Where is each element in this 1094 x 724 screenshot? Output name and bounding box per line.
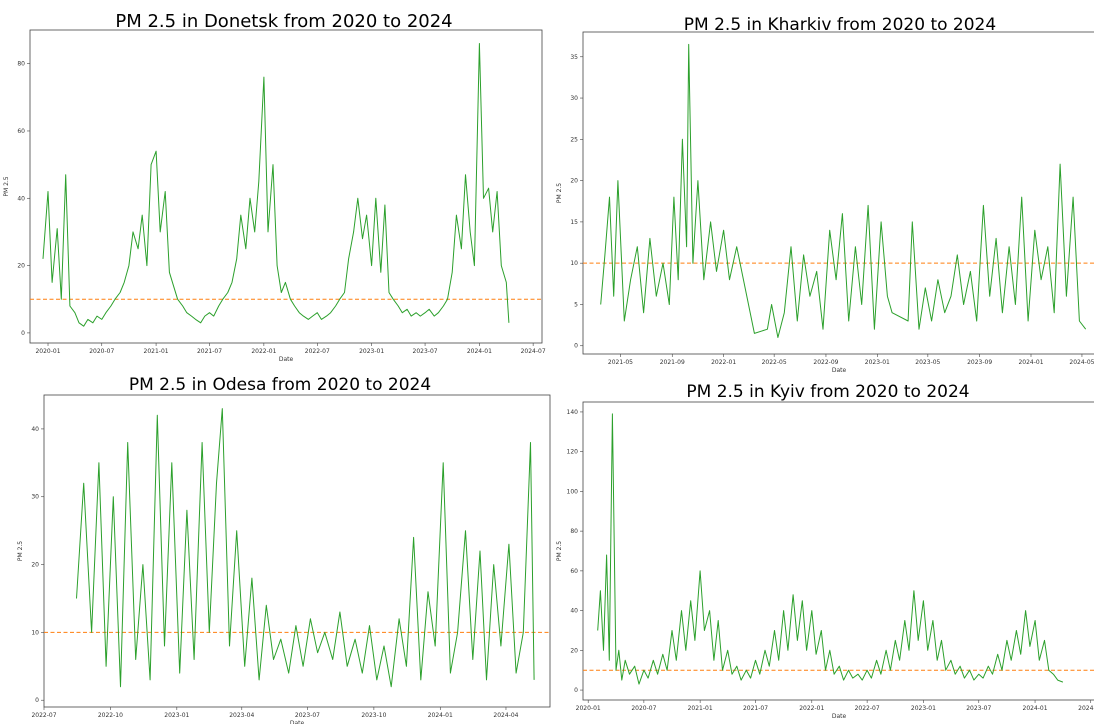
y-tick-label: 25 — [570, 136, 578, 143]
y-tick-label: 20 — [17, 263, 25, 270]
y-tick-label: 0 — [35, 697, 39, 704]
y-tick-label: 60 — [17, 128, 25, 135]
x-tick-label: 2024-04 — [493, 712, 518, 719]
x-tick-label: 2024-05 — [1069, 359, 1094, 366]
plot-frame — [582, 401, 1094, 701]
x-axis-label: Date — [832, 713, 847, 720]
pm25-series-line — [597, 413, 1064, 685]
y-tick-label: 100 — [567, 488, 579, 495]
chart-kharkiv: PM 2.5 in Kharkiv from 2020 to 2024 0 5 10 1… — [556, 15, 1094, 374]
y-tick-label: 20 — [570, 178, 578, 185]
chart-odesa: PM 2.5 in Odesa from 2020 to 2024 0 10 20 30… — [17, 375, 551, 724]
x-tick-label: 2023-09 — [967, 359, 992, 366]
x-tick-label: 2022-01 — [799, 705, 824, 712]
plot-frame — [29, 29, 543, 344]
x-tick-label: 2020-07 — [89, 348, 114, 355]
x-tick-label: 2024-07 — [521, 348, 546, 355]
y-tick-label: 30 — [570, 95, 578, 102]
chart-title: PM 2.5 in Kharkiv from 2020 to 2024 — [684, 15, 996, 35]
chart-panel-kharkiv: PM 2.5 in Kharkiv from 2020 to 2024 0 5 10 1… — [552, 0, 1094, 374]
x-axis-label: Date — [832, 367, 847, 374]
x-tick-label: 2022-05 — [762, 359, 787, 366]
x-tick-label: 2024-01 — [1023, 705, 1048, 712]
pm25-series-line — [600, 43, 1087, 338]
y-axis-label: PM 2.5 — [556, 541, 563, 561]
y-tick-label: 20 — [31, 562, 39, 569]
x-tick-label: 2021-09 — [660, 359, 685, 366]
x-tick-label: 2021-01 — [144, 348, 169, 355]
y-tick-label: 10 — [570, 260, 578, 267]
y-tick-label: 0 — [574, 343, 578, 350]
plot-frame — [43, 394, 551, 708]
x-tick-label: 2021-07 — [743, 705, 768, 712]
y-tick-label: 10 — [31, 629, 39, 636]
chart-panel-kyiv: PM 2.5 in Kyiv from 2020 to 2024 0 20 40 60 8… — [552, 374, 1094, 724]
y-tick-label: 120 — [567, 449, 579, 456]
y-tick-label: 40 — [17, 195, 25, 202]
pm25-series-line — [42, 43, 510, 327]
y-axis-label: PM 2.5 — [556, 183, 563, 203]
x-tick-label: 2022-10 — [98, 712, 123, 719]
chart-title: PM 2.5 in Odesa from 2020 to 2024 — [129, 375, 431, 395]
x-axis-label: Date — [290, 720, 305, 724]
x-tick-label: 2024-01 — [428, 712, 453, 719]
chart-panel-odesa: PM 2.5 in Odesa from 2020 to 2024 0 10 20 30… — [0, 364, 552, 724]
x-tick-label: 2022-01 — [251, 348, 276, 355]
x-tick-label: 2023-10 — [361, 712, 386, 719]
y-axis-label: PM 2.5 — [17, 541, 24, 561]
x-tick-label: 2023-01 — [164, 712, 189, 719]
x-tick-label: 2021-07 — [197, 348, 222, 355]
x-tick-label: 2021-05 — [608, 359, 633, 366]
x-axis-label: Date — [279, 356, 294, 363]
x-tick-label: 2022-09 — [813, 359, 838, 366]
y-axis-label: PM 2.5 — [3, 176, 10, 196]
x-tick-label: 2024-01 — [467, 348, 492, 355]
y-tick-label: 20 — [570, 647, 578, 654]
x-tick-label: 2024-07 — [1078, 705, 1094, 712]
y-tick-label: 30 — [31, 494, 39, 501]
x-tick-label: 2022-07 — [31, 712, 56, 719]
y-tick-label: 40 — [31, 426, 39, 433]
x-tick-label: 2023-07 — [295, 712, 320, 719]
y-tick-label: 0 — [21, 330, 25, 337]
pm25-series-line — [76, 408, 535, 688]
x-tick-label: 2020-07 — [631, 705, 656, 712]
x-tick-label: 2024-01 — [1018, 359, 1043, 366]
x-tick-label: 2023-05 — [915, 359, 940, 366]
x-tick-label: 2021-01 — [688, 705, 713, 712]
chart-title: PM 2.5 in Kyiv from 2020 to 2024 — [686, 382, 969, 402]
y-tick-label: 0 — [574, 687, 578, 694]
plot-frame — [582, 31, 1094, 355]
y-tick-label: 15 — [570, 219, 578, 226]
x-tick-label: 2023-04 — [229, 712, 254, 719]
chart-kyiv: PM 2.5 in Kyiv from 2020 to 2024 0 20 40 60 8… — [556, 382, 1094, 720]
y-tick-label: 80 — [17, 61, 25, 68]
chart-title: PM 2.5 in Donetsk from 2020 to 2024 — [115, 11, 452, 32]
x-tick-label: 2023-07 — [413, 348, 438, 355]
chart-panel-donetsk: PM 2.5 in Donetsk from 2020 to 2024 0 20 40… — [0, 0, 552, 364]
y-tick-label: 60 — [570, 568, 578, 575]
x-tick-label: 2023-07 — [966, 705, 991, 712]
y-tick-label: 80 — [570, 528, 578, 535]
y-tick-label: 5 — [574, 301, 578, 308]
y-tick-label: 140 — [567, 409, 579, 416]
x-tick-label: 2022-07 — [855, 705, 880, 712]
x-tick-label: 2020-01 — [576, 705, 601, 712]
x-tick-label: 2023-01 — [911, 705, 936, 712]
y-tick-label: 40 — [570, 608, 578, 615]
x-tick-label: 2023-01 — [359, 348, 384, 355]
y-tick-label: 35 — [570, 54, 578, 61]
x-tick-label: 2023-01 — [865, 359, 890, 366]
x-tick-label: 2022-07 — [305, 348, 330, 355]
x-tick-label: 2020-01 — [35, 348, 60, 355]
x-tick-label: 2022-01 — [711, 359, 736, 366]
chart-donetsk: PM 2.5 in Donetsk from 2020 to 2024 0 20 40… — [3, 11, 546, 363]
